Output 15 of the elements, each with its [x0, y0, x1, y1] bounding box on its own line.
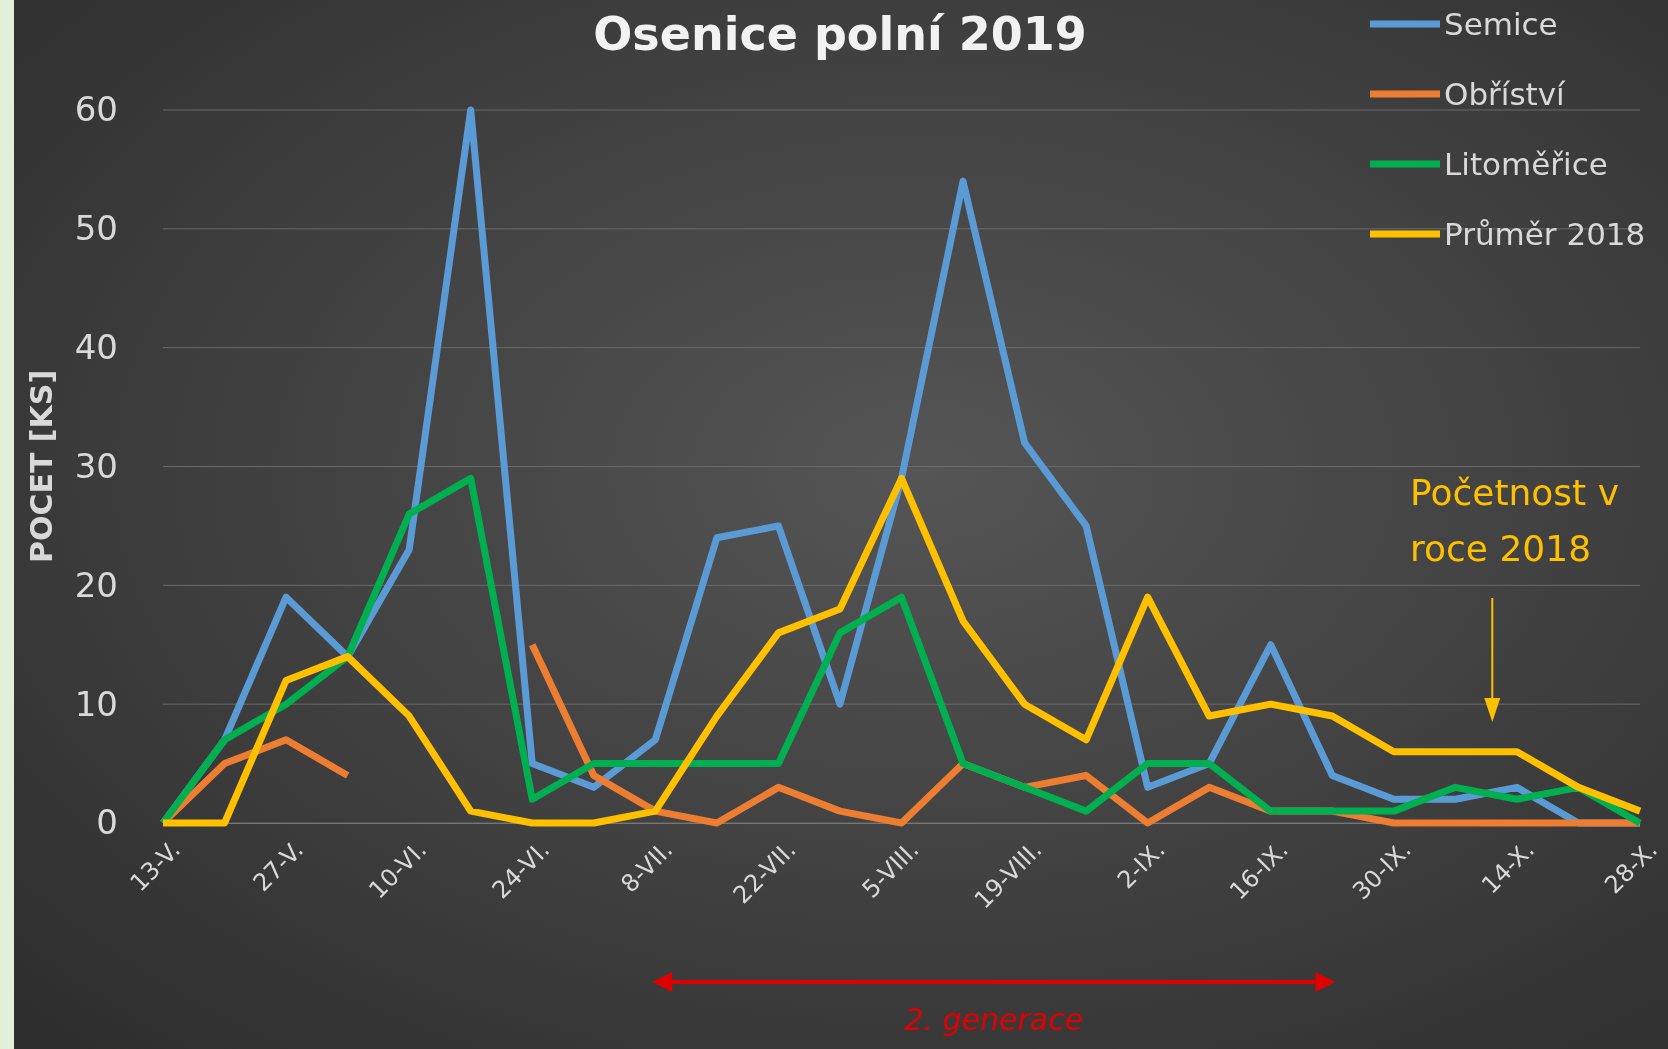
legend-label: Průměr 2018: [1444, 216, 1646, 252]
annotation: Početnost v roce 2018: [1410, 472, 1619, 569]
legend-label: Obříství: [1444, 76, 1567, 112]
y-axis-title: POCET [KS]: [24, 369, 59, 564]
chart-title: Osenice polní 2019: [593, 7, 1087, 61]
y-tick-label: 60: [74, 89, 118, 130]
text: 2. generace: [904, 1002, 1084, 1037]
legend-label: Semice: [1444, 6, 1558, 42]
y-tick-label: 10: [74, 683, 118, 724]
y-tick-label: 20: [74, 564, 118, 605]
y-tick-label: 40: [74, 327, 118, 368]
legend-label: Litoměřice: [1444, 146, 1608, 182]
y-tick-label: 50: [74, 208, 118, 249]
y-tick-label: 0: [96, 802, 118, 843]
y-tick-label: 30: [74, 445, 118, 486]
